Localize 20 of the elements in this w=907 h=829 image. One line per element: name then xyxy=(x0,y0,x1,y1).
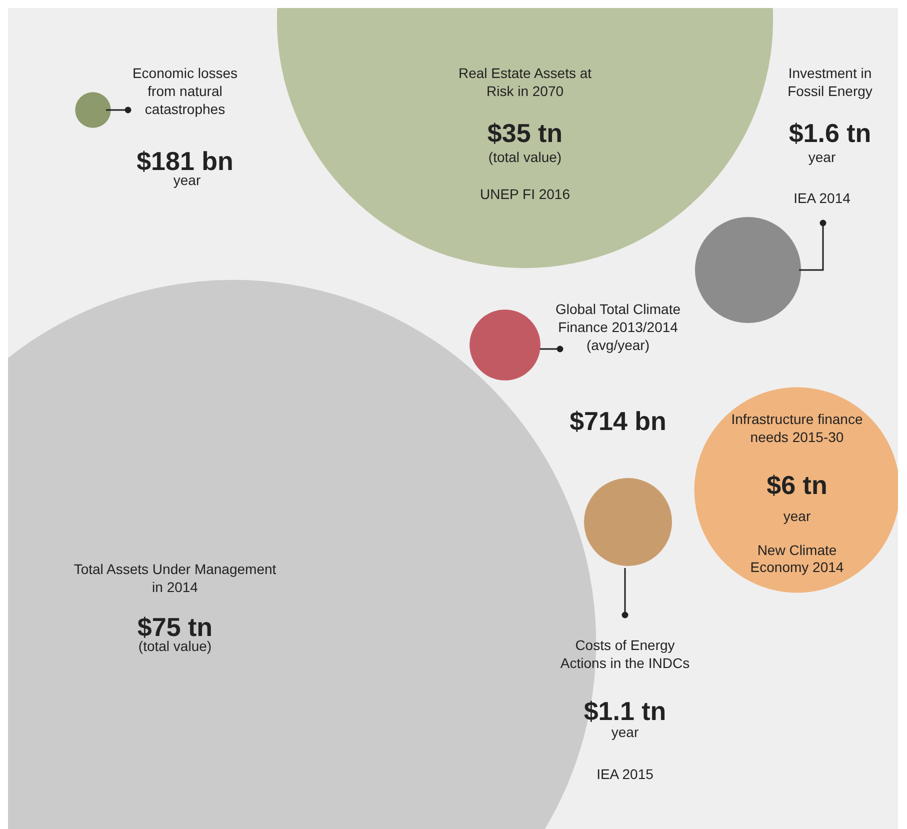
category-label: Total Assets Under Management in 2014 xyxy=(72,560,278,596)
category-label: Economic losses from natural catastrophes xyxy=(131,64,239,118)
text: (total value) xyxy=(487,149,563,166)
text: year xyxy=(782,508,812,525)
data-label: $6 tn xyxy=(766,470,828,501)
category-label: Real Estate Assets at Risk in 2070 xyxy=(457,64,593,100)
category-label: Global Total Climate Finance 2013/2014 (avg/year) xyxy=(554,300,682,354)
data-label: $714 bn xyxy=(568,406,668,437)
category-label: Infrastructure finance needs 2015-30 xyxy=(730,410,864,446)
text: IEA 2014 xyxy=(792,190,852,207)
text: UNEP FI 2016 xyxy=(478,186,571,203)
text: IEA 2015 xyxy=(596,766,654,783)
text: year xyxy=(807,149,837,166)
data-label: $35 tn xyxy=(486,118,564,149)
data-label: $1.6 tn xyxy=(788,118,872,149)
text: year xyxy=(610,724,640,741)
category-label: Costs of Energy Actions in the INDCs xyxy=(560,636,690,672)
text: New Climate Economy 2014 xyxy=(749,542,845,576)
category-label: Investment in Fossil Energy xyxy=(786,64,874,100)
data-label: $1.1 tn xyxy=(582,696,668,727)
